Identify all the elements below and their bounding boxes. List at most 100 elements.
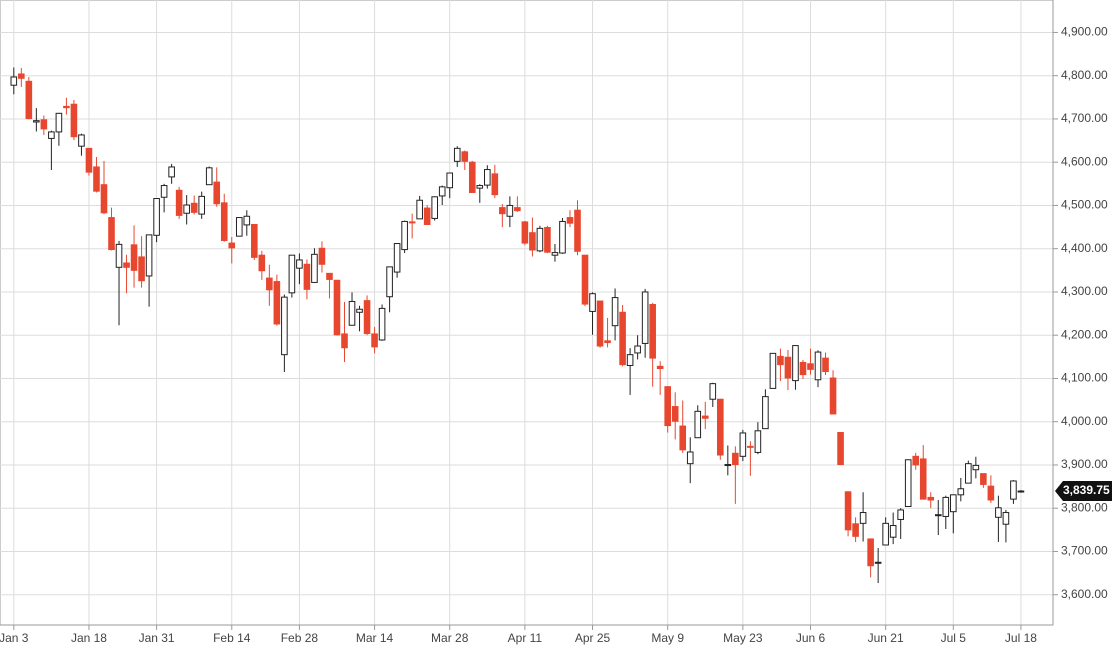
candle-body (318, 247, 326, 265)
y-tick-label: 3,700.00 (1061, 544, 1108, 558)
y-tick-label: 4,400.00 (1061, 241, 1108, 255)
candle-body (168, 166, 175, 178)
candle-body (33, 120, 40, 123)
candle-body (829, 377, 837, 415)
candle-body (198, 195, 205, 215)
candle-body (153, 198, 160, 236)
candle-body (408, 221, 416, 224)
candle-body (747, 445, 754, 448)
candle-body (867, 538, 874, 567)
candle-body (100, 184, 108, 214)
candle-body (844, 491, 852, 531)
candle-body (183, 204, 190, 214)
candle-body (476, 185, 484, 189)
candle-body (701, 415, 709, 419)
candle-body (416, 199, 423, 220)
y-tick-label: 3,600.00 (1061, 587, 1108, 601)
candle-body (874, 561, 882, 564)
candle-body (341, 333, 348, 349)
x-tick-label: May 9 (651, 631, 684, 645)
candle-body (311, 253, 318, 283)
candle-body (551, 252, 559, 256)
candle-body (724, 464, 732, 467)
candle-body (506, 204, 514, 217)
candle-body (589, 293, 596, 312)
candle-body (251, 223, 258, 258)
candle-body (273, 281, 281, 325)
candle-body (63, 105, 70, 109)
candle-body (664, 386, 671, 427)
x-tick-label: Jul 5 (941, 631, 967, 645)
candle-body (626, 354, 634, 366)
candle-body (40, 119, 48, 130)
candle-body (213, 181, 221, 205)
candle-body (656, 365, 664, 370)
candle-body (965, 463, 972, 484)
x-tick-label: Jun 6 (796, 631, 826, 645)
y-tick-label: 4,100.00 (1061, 371, 1108, 385)
candle-body (536, 227, 544, 252)
candle-body (559, 220, 566, 254)
candle-body (363, 300, 371, 334)
candle-body (401, 220, 408, 251)
candle-body (814, 351, 822, 381)
candle-body (762, 396, 769, 430)
x-tick-label: Apr 25 (575, 631, 611, 645)
x-tick-label: Mar 28 (431, 631, 469, 645)
candle-body (784, 356, 792, 379)
candle-body (10, 76, 18, 86)
candle-body (529, 232, 536, 251)
candle-body (333, 279, 341, 336)
y-tick-label: 4,500.00 (1061, 198, 1108, 212)
candle-body (55, 112, 63, 133)
candle-body (348, 300, 356, 326)
candle-body (769, 352, 777, 389)
candle-body (356, 308, 363, 313)
candle-body (649, 303, 656, 359)
candle-body (18, 73, 25, 79)
candle-body (228, 242, 236, 249)
candle-body (220, 202, 228, 241)
candle-body (912, 455, 920, 466)
candle-body (371, 333, 378, 348)
candle-body (995, 507, 1002, 518)
candle-body (326, 272, 333, 280)
candle-body (799, 361, 807, 376)
candle-body (521, 221, 529, 244)
candle-body (514, 207, 521, 212)
x-tick-label: Jan 31 (139, 631, 175, 645)
candle-body (484, 169, 491, 186)
candle-body (235, 217, 243, 237)
candle-body (897, 509, 904, 520)
candle-body (438, 186, 446, 197)
candle-body (732, 452, 739, 466)
candle-body (950, 494, 957, 513)
candle-body (386, 266, 393, 298)
last-price-label: 3,839.75 (1063, 483, 1110, 497)
candle-body (85, 147, 93, 173)
x-tick-label: Jan 18 (71, 631, 107, 645)
x-tick-label: Jun 21 (868, 631, 904, 645)
candle-body (243, 215, 251, 226)
y-tick-label: 3,800.00 (1061, 500, 1108, 514)
y-tick-label: 4,900.00 (1061, 25, 1108, 39)
x-tick-label: Feb 14 (213, 631, 251, 645)
candle-body (303, 263, 311, 290)
candle-body (378, 307, 386, 341)
x-tick-label: May 23 (723, 631, 763, 645)
candle-body (175, 189, 183, 216)
candle-body (393, 243, 401, 273)
y-tick-label: 4,600.00 (1061, 154, 1108, 168)
candle-body (934, 514, 942, 517)
candle-body (266, 277, 273, 291)
candle-body (634, 345, 641, 354)
candle-body (596, 300, 604, 347)
candle-body (70, 103, 78, 138)
candle-body (822, 357, 829, 373)
candle-body (145, 234, 153, 277)
candle-body (671, 406, 679, 422)
candle-body (288, 254, 296, 294)
candle-body (717, 398, 724, 456)
candle-body (987, 485, 995, 501)
